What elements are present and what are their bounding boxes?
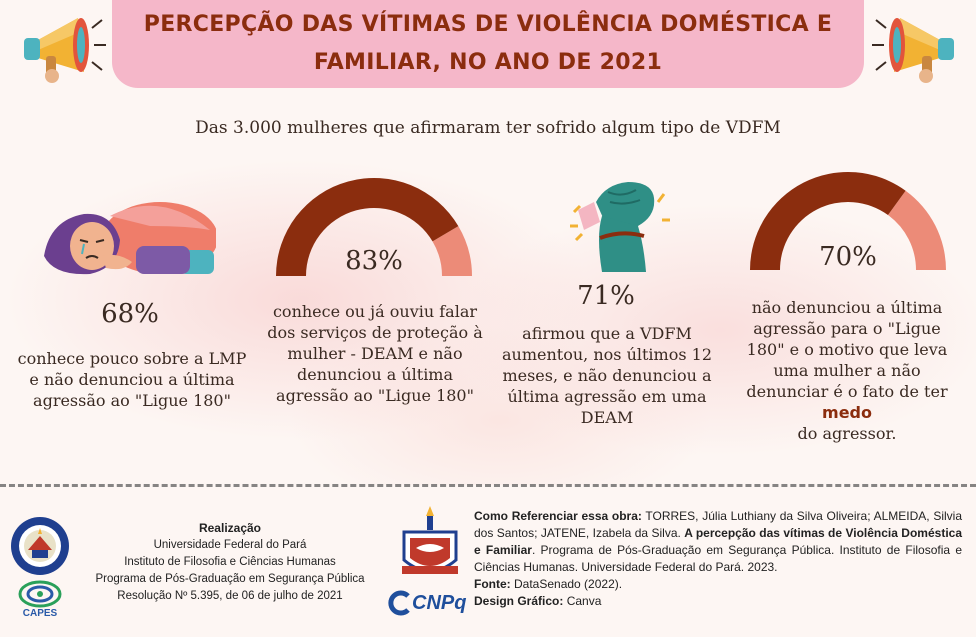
stat-4-highlight: medo (822, 403, 872, 422)
realizacao-line: Resolução Nº 5.395, de 06 de julho de 20… (117, 590, 343, 602)
capes-logo (18, 580, 62, 608)
cnpq-logo-mark (388, 590, 410, 616)
stat-4-text-after: do agressor. (797, 424, 897, 443)
cnpq-label: CNPq (412, 592, 467, 614)
reference-rest: . Programa de Pós-Graduação em Segurança… (474, 543, 963, 574)
gauge-4-rest (887, 190, 946, 270)
page-title: PERCEPÇÃO DAS VÍTIMAS DE VIOLÊNCIA DOMÉS… (143, 12, 833, 75)
stat-3-percent: 71% (577, 281, 635, 311)
fonte-value: DataSenado (2022). (510, 577, 623, 591)
reference-label: Como Referenciar essa obra: (474, 509, 642, 523)
crying-woman-illustration (44, 202, 216, 275)
realizacao-line: Universidade Federal do Pará (153, 539, 307, 551)
reference-authors: TORRES, Júlia Luthiany da Silva Oliveira… (474, 509, 962, 540)
subtitle: Das 3.000 mulheres que afirmaram ter sof… (195, 118, 781, 138)
stat-1-percent: 68% (101, 299, 159, 329)
design-value: Canva (563, 594, 602, 608)
stat-4-text: não denunciou a última agressão para o "… (734, 297, 960, 444)
stat-2-percent: 83% (345, 246, 403, 276)
design-label: Design Gráfico: (474, 594, 564, 608)
gauge-stat-2 (276, 177, 472, 276)
ifch-crest-logo (402, 506, 458, 574)
megaphone-icon (872, 18, 954, 83)
fonte-label: Fonte: (474, 577, 511, 591)
realizacao-block: Realização Universidade Federal do Pará … (72, 520, 388, 605)
gauge-2-rest (432, 226, 472, 276)
ufpa-seal-logo (11, 517, 69, 575)
stat-2-text: conhece ou já ouviu falar dos serviços d… (267, 302, 483, 405)
reference-title: A percepção das vítimas de Violência Dom… (474, 526, 962, 557)
title-banner: PERCEPÇÃO DAS VÍTIMAS DE VIOLÊNCIA DOMÉS… (112, 0, 864, 88)
gauge-2-fill (276, 177, 459, 276)
gauge-4-fill (750, 172, 906, 270)
realizacao-line: Instituto de Filosofia e Ciências Humana… (124, 556, 336, 568)
capes-label: CAPES (22, 608, 58, 619)
megaphone-icon (24, 18, 106, 83)
stat-3-text: afirmou que a VDFM aumentou, nos últimos… (502, 324, 712, 427)
raised-fist-illustration (570, 182, 670, 272)
stat-1-text: conhece pouco sobre a LMP e não denuncio… (17, 349, 247, 410)
realizacao-heading: Realização (198, 521, 262, 535)
realizacao-line: Programa de Pós-Graduação em Segurança P… (95, 573, 365, 585)
reference-block: Como Referenciar essa obra: TORRES, Júli… (474, 508, 962, 610)
gauge-stat-4 (750, 172, 946, 270)
stat-4-percent: 70% (819, 242, 877, 272)
stat-4-text-before: não denunciou a última agressão para o "… (746, 298, 948, 401)
divider (0, 484, 976, 492)
